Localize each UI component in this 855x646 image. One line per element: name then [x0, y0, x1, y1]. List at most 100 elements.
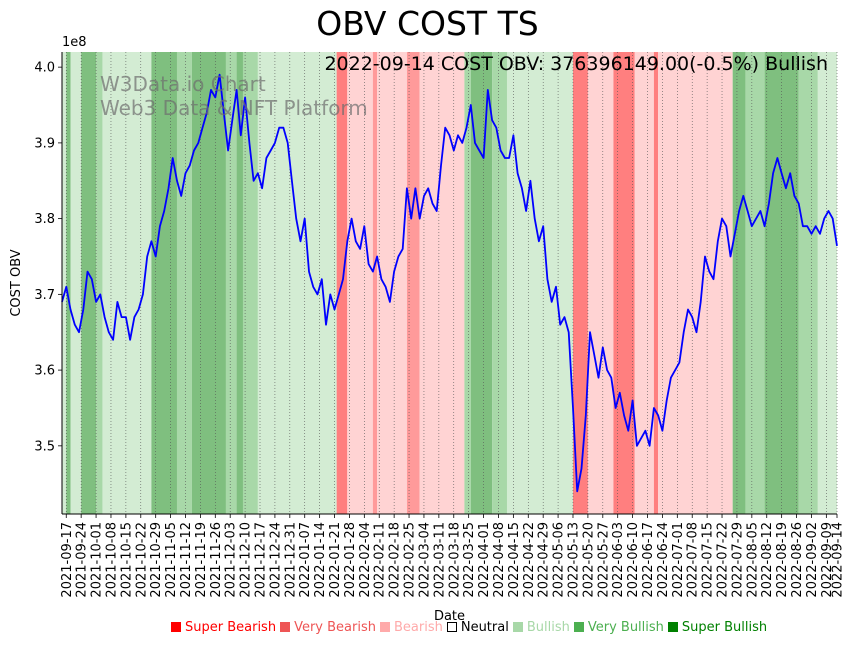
- y-tick-label: 3.5: [34, 439, 55, 454]
- legend-label: Bullish: [526, 620, 570, 635]
- y-tick-label: 3.7: [34, 288, 55, 303]
- x-tick-label: 2022-01-07: [298, 522, 313, 598]
- region-very-bullish: [798, 52, 818, 514]
- region-bearish: [347, 52, 373, 514]
- legend-swatch: [573, 622, 584, 632]
- region-bearish: [634, 52, 654, 514]
- legend-swatch: [512, 622, 523, 632]
- x-tick-label: 2021-12-17: [254, 522, 269, 598]
- region-super-bullish: [470, 52, 493, 514]
- region-super-bearish: [653, 52, 659, 514]
- y-tick-label: 3.9: [34, 136, 55, 151]
- x-tick-label: 2021-09-17: [60, 522, 75, 598]
- obv-series: [61, 73, 838, 493]
- legend-item: Neutral: [446, 620, 509, 635]
- legend-label: Bearish: [393, 620, 443, 635]
- x-tick-label: 2022-04-01: [477, 522, 492, 598]
- x-tick-label: 2022-03-18: [447, 522, 462, 598]
- x-tick-label: 2022-07-22: [716, 522, 731, 598]
- x-tick-label: 2022-02-04: [358, 522, 373, 598]
- x-tick-label: 2021-10-08: [104, 522, 119, 598]
- x-tick-label: 2022-07-08: [686, 522, 701, 598]
- legend-item: Bullish: [512, 620, 570, 635]
- region-bearish: [419, 52, 465, 514]
- x-tick-label: 2021-10-01: [90, 522, 105, 598]
- x-tick-label: 2022-05-20: [581, 522, 596, 598]
- tick-labels: 2021-09-17 2021-09-24 2021-10-01 2021-10-08…: [9, 35, 846, 624]
- watermark-line-2: Web3 Data & NFT Platform: [100, 96, 368, 120]
- x-tick-label: 2021-10-22: [134, 522, 149, 598]
- region-very-bullish: [745, 52, 765, 514]
- sentiment-regions: [62, 52, 837, 514]
- region-bearish: [587, 52, 614, 514]
- watermark-line-1: W3Data.io Chart: [100, 72, 266, 96]
- legend-swatch: [667, 622, 678, 632]
- sentiment-legend: Super Bearish Very Bearish Bearish Neutral B…: [171, 620, 771, 635]
- region-very-bearish: [406, 52, 420, 514]
- legend-label: Super Bullish: [681, 620, 768, 635]
- x-tick-label: 2022-01-21: [328, 522, 343, 598]
- x-tick-label: 2022-03-04: [417, 522, 432, 598]
- x-tick-label: 2022-04-15: [507, 522, 522, 598]
- x-tick-label: 2022-08-19: [775, 522, 790, 598]
- region-bullish: [62, 52, 67, 514]
- x-tick-label: 2022-04-08: [492, 522, 507, 598]
- x-tick-label: 2021-09-24: [75, 522, 90, 598]
- x-tick-label: 2021-11-26: [209, 522, 224, 598]
- legend-swatch: [280, 622, 291, 632]
- x-tick-label: 2022-08-05: [745, 522, 760, 598]
- x-tick-label: 2022-01-14: [313, 522, 328, 598]
- region-super-bullish: [732, 52, 746, 514]
- legend-swatch: [379, 622, 390, 632]
- x-tick-label: 2021-12-24: [268, 522, 283, 598]
- region-bullish: [102, 52, 152, 514]
- x-tick-label: 2022-09-09: [820, 522, 835, 598]
- axes: [61, 52, 837, 515]
- x-tick-label: 2022-08-26: [790, 522, 805, 598]
- y-axis-label: COST OBV: [9, 249, 24, 316]
- x-tick-label: 2021-12-03: [224, 522, 239, 598]
- x-tick-label: 2022-03-25: [462, 522, 477, 598]
- legend-label: Super Bearish: [185, 620, 277, 635]
- x-tick-label: 2022-03-11: [432, 522, 447, 598]
- region-super-bullish: [191, 52, 226, 514]
- region-super-bullish: [81, 52, 97, 514]
- legend-item: Very Bearish: [280, 620, 376, 635]
- x-tick-label: 2022-02-25: [403, 522, 418, 598]
- region-very-bullish: [176, 52, 192, 514]
- legend-swatch: [446, 622, 457, 632]
- x-tick-label: 2021-11-05: [164, 522, 179, 598]
- x-tick-label: 2022-06-17: [641, 522, 656, 598]
- region-super-bearish: [572, 52, 588, 514]
- x-tick-label: 2022-01-28: [343, 522, 358, 598]
- legend-item: Bearish: [379, 620, 443, 635]
- region-very-bearish: [372, 52, 378, 514]
- x-tick-label: 2021-11-12: [179, 522, 194, 598]
- y-tick-label: 3.6: [34, 364, 55, 379]
- x-axis-label: Date: [434, 609, 465, 624]
- region-bullish: [70, 52, 82, 514]
- x-tick-label: 2022-07-01: [671, 522, 686, 598]
- legend-label: Very Bearish: [294, 620, 376, 635]
- x-tick-label: 2021-10-15: [119, 522, 134, 598]
- x-tick-label: 2021-11-19: [194, 522, 209, 598]
- region-super-bullish: [66, 52, 71, 514]
- region-super-bearish: [613, 52, 635, 514]
- x-tick-label: 2022-07-15: [701, 522, 716, 598]
- x-tick-label: 2022-09-14: [831, 522, 846, 598]
- region-very-bullish: [96, 52, 103, 514]
- region-very-bullish: [464, 52, 471, 514]
- region-super-bullish: [151, 52, 177, 514]
- x-tick-label: 2022-05-13: [566, 522, 581, 598]
- y-offset-label: 1e8: [62, 35, 87, 50]
- x-tick-label: 2022-04-29: [537, 522, 552, 598]
- y-tick-label: 4.0: [34, 61, 55, 76]
- x-tick-label: 2022-02-18: [388, 522, 403, 598]
- region-very-bullish: [242, 52, 258, 514]
- x-tick-label: 2022-05-27: [596, 522, 611, 598]
- x-tick-label: 2021-10-29: [149, 522, 164, 598]
- x-tick-label: 2022-09-02: [805, 522, 820, 598]
- x-tick-label: 2022-08-12: [760, 522, 775, 598]
- x-tick-label: 2022-02-11: [373, 522, 388, 598]
